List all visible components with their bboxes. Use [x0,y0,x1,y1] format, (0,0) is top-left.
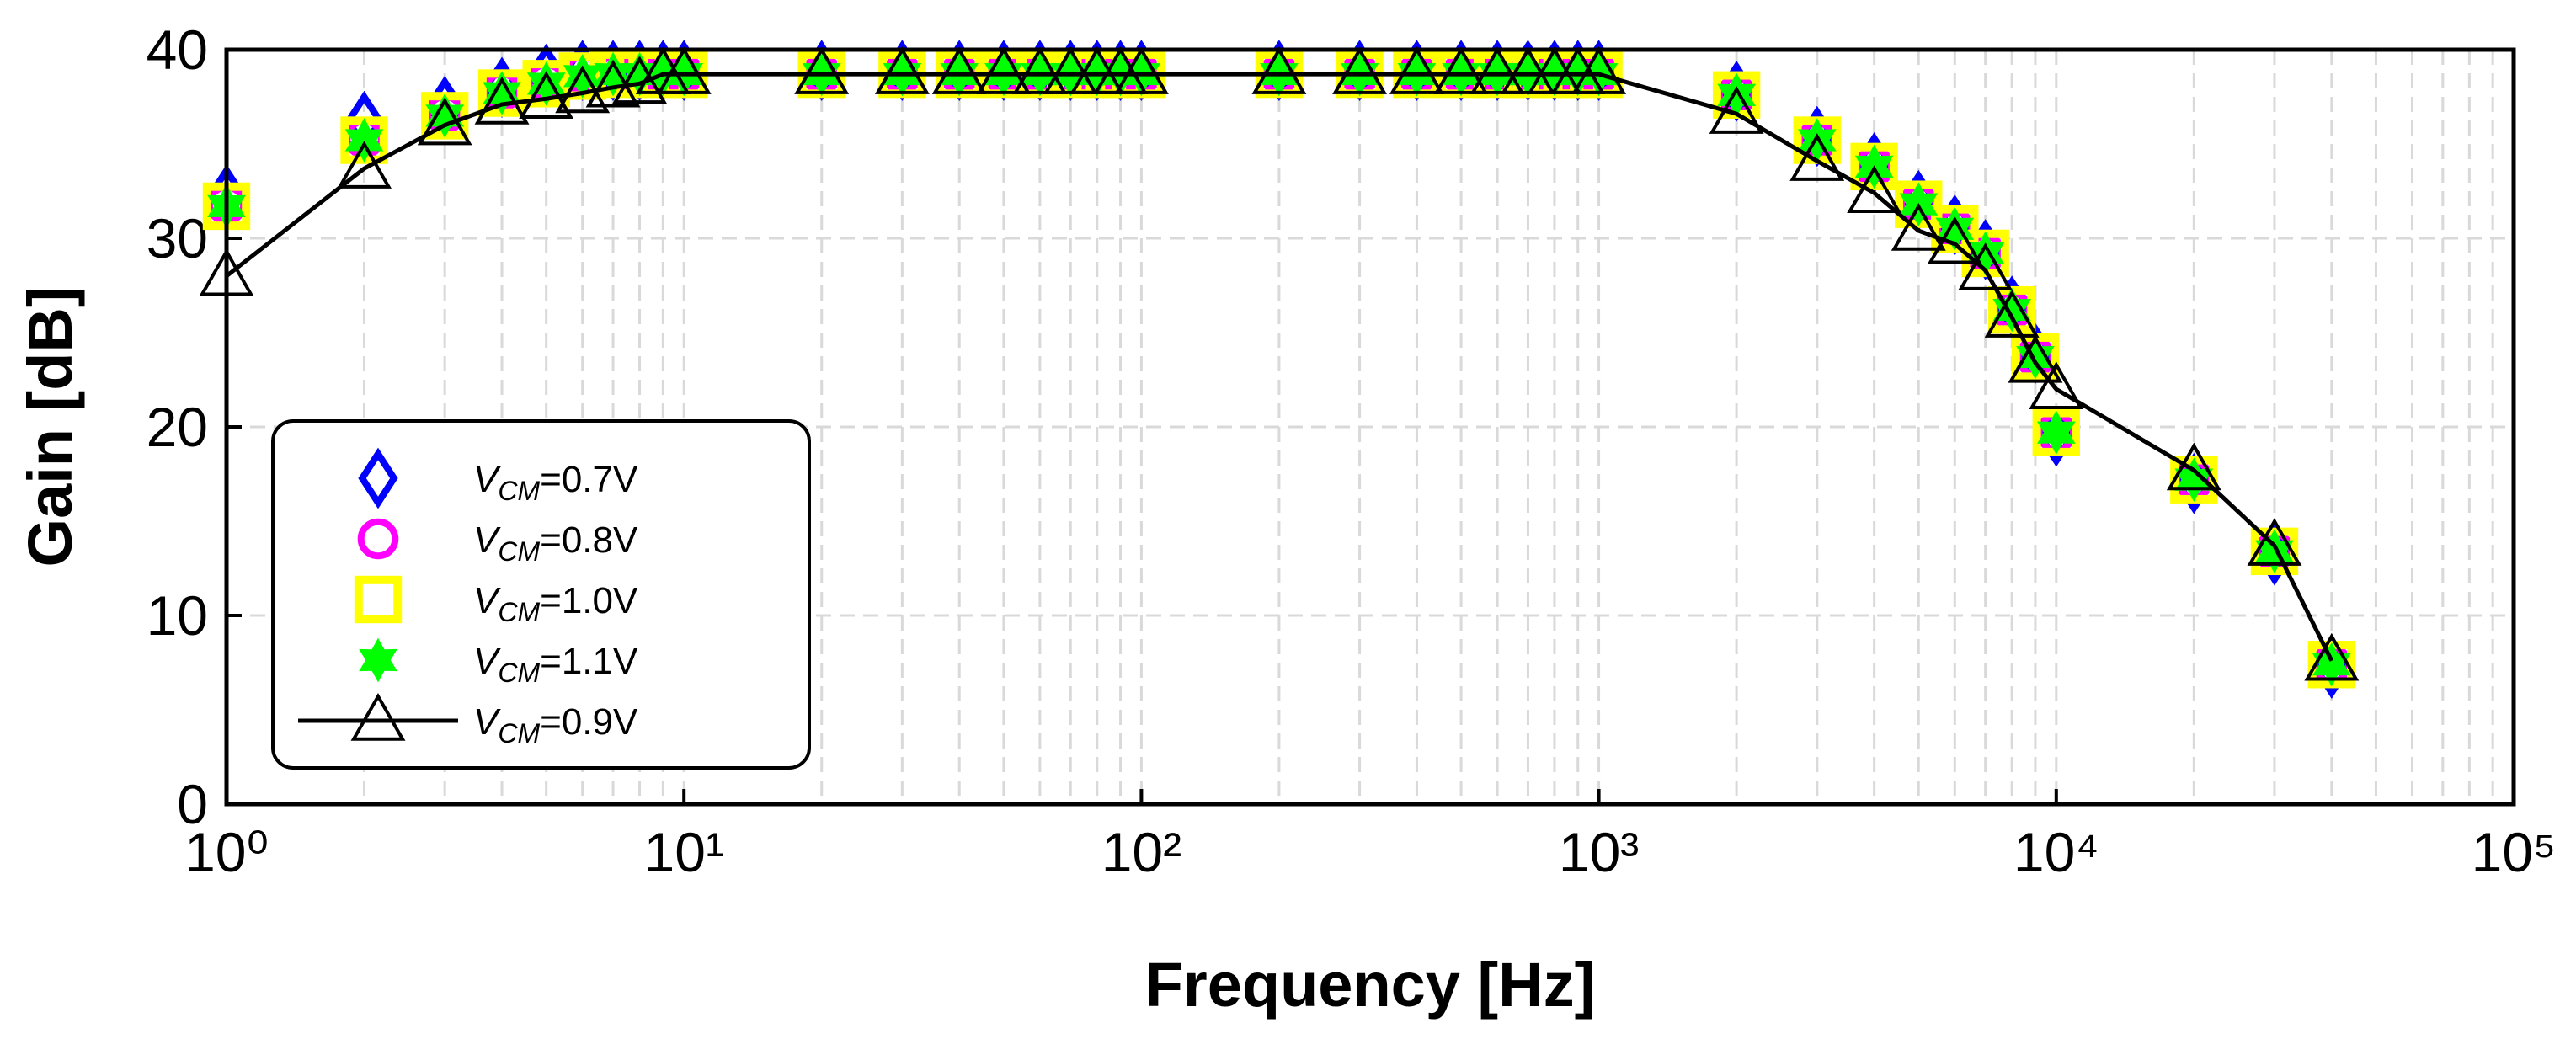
legend-marker [350,692,406,741]
marker-star [2255,529,2294,574]
marker-triangle [1891,203,1946,251]
x-tick-label: 10⁴ [2013,821,2099,883]
marker-triangle [1113,46,1169,94]
marker-triangle [1012,46,1068,94]
marker-triangle [1433,46,1489,94]
legend-marker [354,575,403,624]
marker-star [2312,642,2351,687]
x-tick-label: 10¹ [644,821,724,883]
marker-triangle [976,46,1032,94]
legend-marker [358,447,398,509]
marker-triangle [1709,86,1764,134]
marker-star [2036,410,2076,456]
marker-triangle [519,71,574,119]
marker-triangle [1389,46,1444,94]
marker-star [344,118,384,163]
marker-triangle [656,46,712,94]
marker-triangle [1332,46,1388,94]
marker-star [2174,457,2214,503]
marker-triangle [1043,46,1098,94]
legend-box [271,419,811,770]
marker-star [526,61,566,106]
legend-label: VCM=1.1V [473,641,638,688]
marker-triangle [2247,518,2302,566]
y-tick-label: 40 [147,19,208,81]
marker-triangle [2166,442,2221,491]
marker-triangle [2304,632,2360,681]
marker-star [425,93,465,138]
legend-marker [359,637,397,683]
marker-triangle [612,56,668,104]
marker-triangle [1571,46,1627,94]
marker-triangle [1984,290,2040,338]
y-tick-label: 20 [147,396,208,458]
marker-triangle [794,46,850,94]
marker-star [2016,334,2055,380]
marker-triangle [555,65,611,114]
marker-triangle [1251,46,1307,94]
x-tick-label: 10⁰ [184,821,269,883]
marker-star [1992,287,2032,333]
legend-label: VCM=0.7V [473,459,638,506]
marker-triangle [931,46,987,94]
legend-label: VCM=1.0V [473,580,638,627]
marker-triangle [1469,46,1525,94]
marker-triangle [2029,361,2084,409]
x-axis-label: Frequency [Hz] [1145,950,1596,1020]
marker-triangle [1501,46,1555,94]
marker-star [483,71,521,115]
legend-label: VCM=0.8V [473,520,638,567]
legend-marker [357,518,399,560]
marker-triangle [1927,216,1982,264]
marker-triangle [417,97,472,146]
marker-triangle [474,76,530,125]
marker-triangle [1789,133,1845,181]
x-tick-label: 10⁵ [2472,821,2557,883]
legend-label: VCM=0.9V [473,701,638,749]
x-tick-label: 10³ [1559,821,1639,883]
marker-triangle [2008,334,2063,383]
marker-triangle [337,141,392,189]
marker-triangle [1847,165,1902,213]
marker-triangle [874,46,930,94]
marker-star [1935,206,1975,252]
y-axis-label: Gain [dB] [15,287,85,567]
y-tick-label: 10 [147,584,208,647]
x-tick-label: 10² [1101,821,1181,883]
marker-triangle [1958,242,2013,290]
plot-frame [224,47,2516,807]
y-tick-label: 30 [147,207,208,269]
y-tick-label: 0 [177,773,208,835]
